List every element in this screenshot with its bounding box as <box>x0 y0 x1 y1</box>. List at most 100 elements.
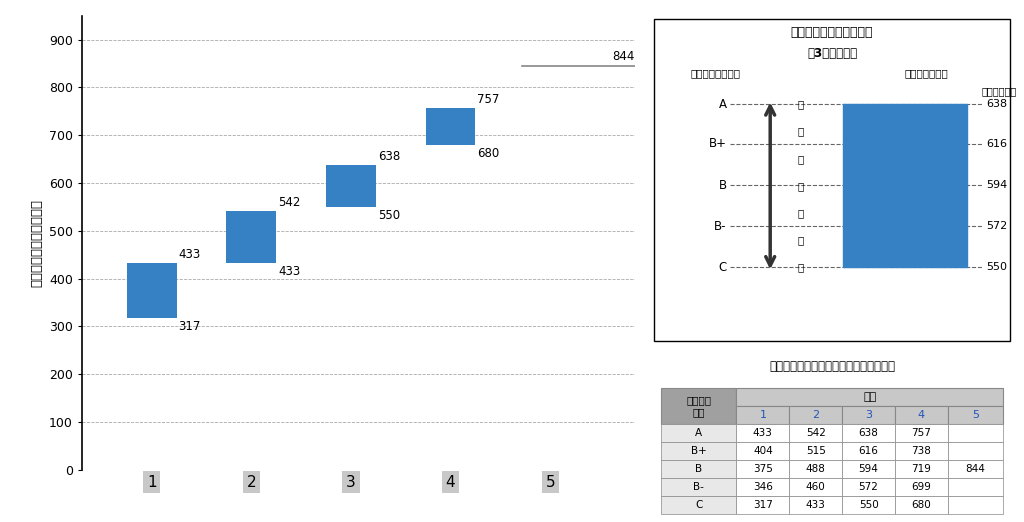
Text: 542: 542 <box>279 196 301 209</box>
Text: 4: 4 <box>918 410 925 420</box>
Bar <box>895 406 948 424</box>
Bar <box>842 406 895 424</box>
Text: 616: 616 <box>859 446 879 456</box>
Text: 404: 404 <box>753 446 773 456</box>
Bar <box>895 496 948 514</box>
Text: 433: 433 <box>806 500 825 509</box>
Text: 月額（千円）: 月額（千円） <box>982 86 1017 97</box>
Text: 844: 844 <box>612 50 634 63</box>
Text: 5: 5 <box>972 410 979 420</box>
Text: B+: B+ <box>709 137 727 150</box>
Text: 375: 375 <box>753 464 773 474</box>
Text: 評: 評 <box>798 100 804 110</box>
Text: 《報酷レンジ》: 《報酷レンジ》 <box>904 68 948 78</box>
Bar <box>790 424 842 442</box>
Text: 550: 550 <box>986 262 1008 272</box>
Bar <box>662 424 736 442</box>
Bar <box>895 478 948 496</box>
Text: 680: 680 <box>477 147 500 160</box>
Text: 638: 638 <box>859 428 879 438</box>
Bar <box>736 406 790 424</box>
Text: 《行動特性評価》: 《行動特性評価》 <box>690 68 740 78</box>
Text: 317: 317 <box>753 500 773 509</box>
Text: 433: 433 <box>753 428 773 438</box>
Text: 価: 価 <box>798 126 804 137</box>
Text: 738: 738 <box>911 446 932 456</box>
Bar <box>736 460 790 478</box>
Text: り: り <box>798 208 804 218</box>
Text: 638: 638 <box>986 100 1008 110</box>
Text: 488: 488 <box>806 464 825 474</box>
Text: 《3級の場合》: 《3級の場合》 <box>807 47 857 60</box>
Text: B-: B- <box>693 482 705 492</box>
Bar <box>662 478 736 496</box>
Text: 757: 757 <box>911 428 932 438</box>
Bar <box>736 424 790 442</box>
Bar <box>948 478 1002 496</box>
Text: 616: 616 <box>986 139 1008 149</box>
Y-axis label: 基本報酷　月額（千円）: 基本報酷 月額（千円） <box>31 199 43 287</box>
Bar <box>226 211 276 263</box>
Text: 680: 680 <box>911 500 932 509</box>
Bar <box>790 460 842 478</box>
Bar <box>790 496 842 514</box>
Text: 317: 317 <box>178 320 201 333</box>
Bar <box>662 388 736 424</box>
Text: 844: 844 <box>966 464 985 474</box>
Text: 433: 433 <box>279 265 300 278</box>
Text: B+: B+ <box>691 446 707 456</box>
Text: 行動特性
評価: 行動特性 評価 <box>686 396 712 417</box>
Text: 346: 346 <box>753 482 773 492</box>
Text: 動: 動 <box>798 262 804 272</box>
Text: C: C <box>695 500 702 509</box>
Text: 542: 542 <box>806 428 825 438</box>
Bar <box>842 496 895 514</box>
Text: 変: 変 <box>798 235 804 245</box>
Bar <box>790 478 842 496</box>
Text: 3: 3 <box>865 410 872 420</box>
Text: B: B <box>719 179 727 192</box>
Text: 1: 1 <box>760 410 766 420</box>
Text: 515: 515 <box>806 446 825 456</box>
Bar <box>842 424 895 442</box>
Text: B-: B- <box>714 220 727 233</box>
Bar <box>736 496 790 514</box>
Bar <box>842 442 895 460</box>
Bar <box>948 442 1002 460</box>
Text: よ: よ <box>798 181 804 191</box>
Bar <box>790 442 842 460</box>
Bar <box>662 460 736 478</box>
Bar <box>948 496 1002 514</box>
Text: 等級: 等級 <box>863 393 877 402</box>
Bar <box>326 165 376 207</box>
Bar <box>662 442 736 460</box>
Text: 433: 433 <box>178 248 201 261</box>
Bar <box>895 460 948 478</box>
Text: 572: 572 <box>986 221 1008 231</box>
Text: 638: 638 <box>378 150 400 163</box>
Text: 550: 550 <box>859 500 879 509</box>
Bar <box>736 442 790 460</box>
Text: 《基本報酷テーブル》　　月額（千円）: 《基本報酷テーブル》 月額（千円） <box>769 360 895 373</box>
Text: に: に <box>798 153 804 164</box>
Text: 572: 572 <box>859 482 879 492</box>
Text: 評価の報酷への反映方法: 評価の報酷への反映方法 <box>791 26 873 39</box>
Text: 719: 719 <box>911 464 932 474</box>
Text: 594: 594 <box>986 180 1008 190</box>
Bar <box>842 478 895 496</box>
Bar <box>948 406 1002 424</box>
Text: 2: 2 <box>812 410 819 420</box>
Bar <box>662 496 736 514</box>
Text: 699: 699 <box>911 482 932 492</box>
Bar <box>842 460 895 478</box>
Bar <box>736 478 790 496</box>
Text: C: C <box>718 260 727 274</box>
Bar <box>948 424 1002 442</box>
Text: 550: 550 <box>378 209 400 222</box>
Bar <box>736 388 1002 406</box>
Bar <box>948 460 1002 478</box>
FancyBboxPatch shape <box>654 19 1010 341</box>
Text: B: B <box>695 464 702 474</box>
Text: 594: 594 <box>859 464 879 474</box>
Text: A: A <box>719 98 727 111</box>
